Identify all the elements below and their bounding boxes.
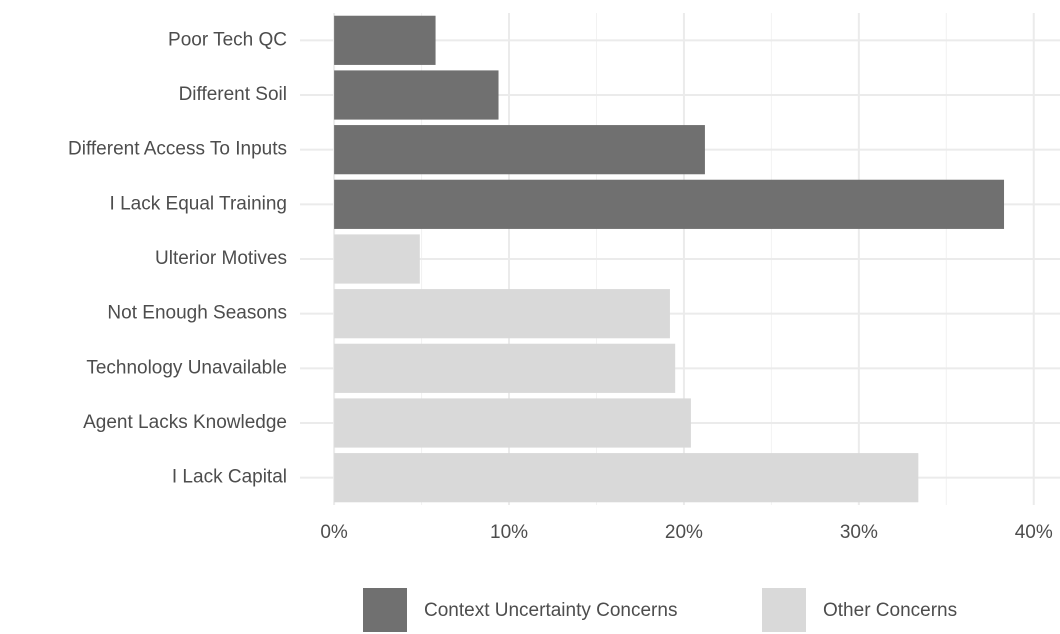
bar [334, 453, 919, 503]
bar [334, 343, 676, 393]
bar [334, 234, 420, 284]
x-tick-label: 40% [1015, 522, 1053, 543]
bar [334, 398, 691, 448]
y-tick-label: Not Enough Seasons [107, 303, 287, 324]
x-tick-label: 20% [665, 522, 703, 543]
legend-swatch [363, 588, 407, 632]
y-tick-label: Technology Unavailable [86, 357, 287, 378]
legend-label: Context Uncertainty Concerns [424, 600, 677, 621]
bar [334, 179, 1005, 229]
y-tick-label: Agent Lacks Knowledge [83, 412, 287, 433]
x-tick-label: 10% [490, 522, 528, 543]
bar [334, 289, 670, 339]
bar [334, 125, 705, 175]
y-tick-label: Different Soil [179, 84, 287, 105]
x-tick-label: 0% [320, 522, 348, 543]
bar [334, 70, 499, 120]
legend-label: Other Concerns [823, 600, 957, 621]
y-tick-label: Ulterior Motives [155, 248, 287, 269]
legend-swatch [762, 588, 806, 632]
x-tick-label: 30% [840, 522, 878, 543]
y-tick-label: I Lack Capital [172, 467, 287, 488]
y-tick-label: I Lack Equal Training [110, 193, 287, 214]
y-tick-label: Poor Tech QC [168, 29, 287, 50]
bar [334, 15, 436, 65]
y-tick-label: Different Access To Inputs [68, 139, 287, 160]
